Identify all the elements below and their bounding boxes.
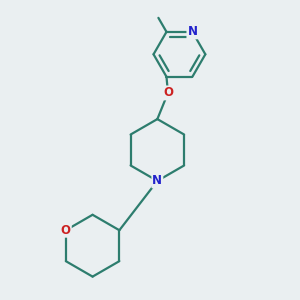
Text: O: O	[163, 86, 173, 99]
Text: N: N	[188, 26, 197, 38]
Text: N: N	[152, 174, 162, 188]
Text: O: O	[61, 224, 71, 237]
